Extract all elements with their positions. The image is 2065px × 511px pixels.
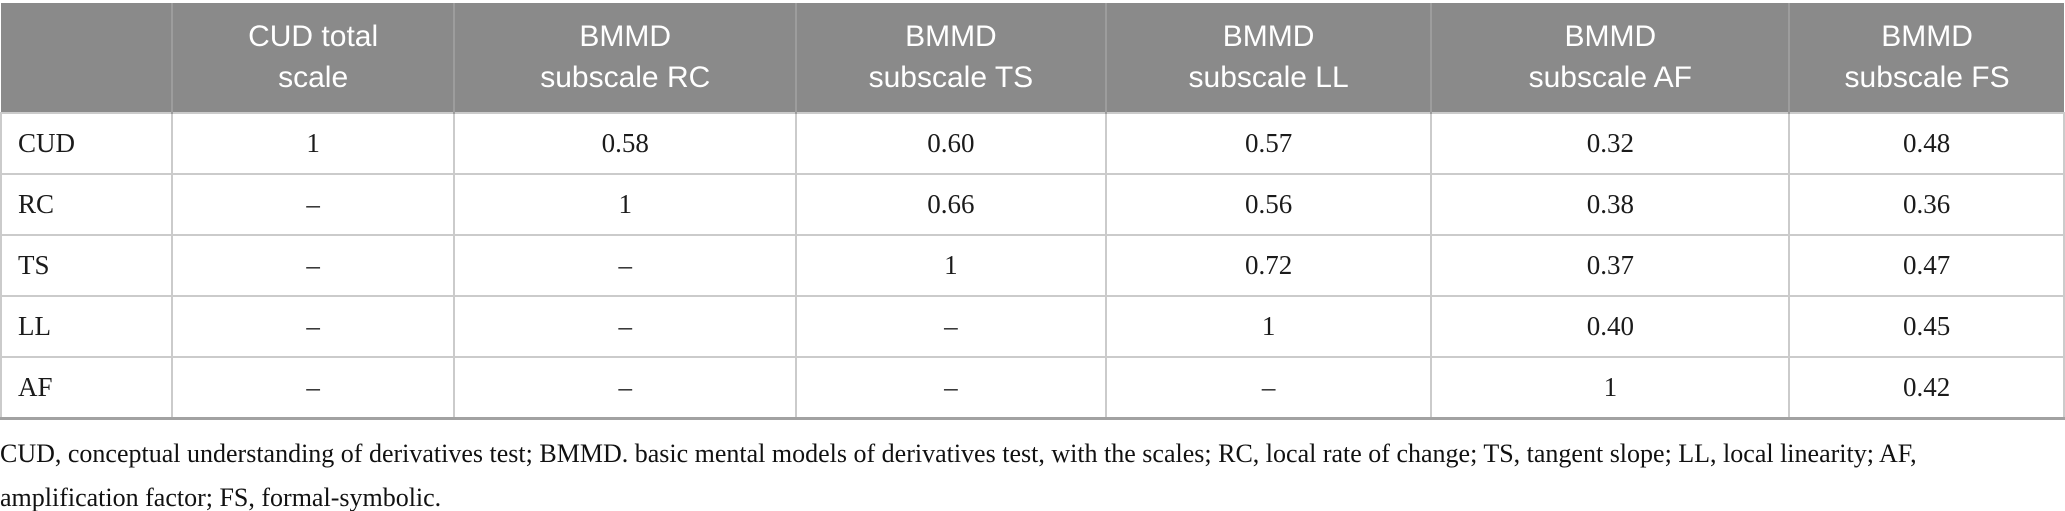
table-row-cud: CUD 1 0.58 0.60 0.57 0.32 0.48 [0, 112, 2065, 175]
table-cell: – [453, 356, 798, 420]
table-cell: – [1104, 356, 1433, 420]
table-cell: 0.72 [1104, 234, 1433, 297]
table-cell: 1 [1104, 295, 1433, 358]
column-header-empty [1, 3, 172, 113]
table-cell: – [170, 234, 456, 297]
table-cell: – [453, 295, 798, 358]
table-cell: 0.36 [1788, 173, 2065, 236]
column-header-bmmd-fs: BMMD subscale FS [1788, 3, 2064, 113]
column-header-bmmd-af: BMMD subscale AF [1430, 3, 1790, 113]
table-cell: 0.47 [1788, 234, 2065, 297]
table-cell: 0.42 [1788, 356, 2065, 420]
correlation-table: CUD total scale BMMD subscale RC BMMD su… [0, 3, 2065, 420]
header-row: CUD total scale BMMD subscale RC BMMD su… [1, 3, 2064, 113]
table-cell: 0.32 [1430, 112, 1791, 175]
table-cell: 0.45 [1788, 295, 2065, 358]
table-cell: 0.56 [1104, 173, 1433, 236]
table-row-rc: RC – 1 0.66 0.56 0.38 0.36 [0, 173, 2065, 236]
table-footnote: CUD, conceptual understanding of derivat… [0, 438, 1917, 511]
table-cell: 0.60 [795, 112, 1107, 175]
table-body: CUD 1 0.58 0.60 0.57 0.32 0.48 RC – 1 0.… [0, 112, 2065, 420]
table-cell: – [453, 234, 798, 297]
row-header: LL [0, 295, 173, 358]
row-header: AF [0, 356, 173, 420]
table-cell: 1 [795, 234, 1107, 297]
table-header: CUD total scale BMMD subscale RC BMMD su… [1, 3, 2064, 113]
row-header: TS [0, 234, 173, 297]
column-header-bmmd-ll: BMMD subscale LL [1104, 3, 1432, 113]
table-cell: 0.57 [1104, 112, 1433, 175]
table-cell: 0.66 [795, 173, 1107, 236]
table-cell: 1 [1430, 356, 1791, 420]
column-header-bmmd-rc: BMMD subscale RC [453, 3, 797, 113]
table-cell: – [170, 356, 456, 420]
table-cell: 0.48 [1788, 112, 2065, 175]
table-cell: 0.58 [453, 112, 798, 175]
table-row-ll: LL – – – 1 0.40 0.45 [0, 295, 2065, 358]
table-cell: 0.37 [1430, 234, 1791, 297]
table-cell: 1 [170, 112, 456, 175]
table-row-af: AF – – – – 1 0.42 [0, 356, 2065, 420]
row-header: RC [0, 173, 173, 236]
table-cell: – [795, 356, 1107, 420]
column-header-bmmd-ts: BMMD subscale TS [795, 3, 1106, 113]
table-cell: – [170, 295, 456, 358]
table-cell: 0.40 [1430, 295, 1791, 358]
column-header-cud-total: CUD total scale [170, 3, 455, 113]
table-cell: 0.38 [1430, 173, 1791, 236]
table-cell: 1 [453, 173, 798, 236]
row-header: CUD [0, 112, 173, 175]
table-cell: – [170, 173, 456, 236]
table-cell: – [795, 295, 1107, 358]
table-row-ts: TS – – 1 0.72 0.37 0.47 [0, 234, 2065, 297]
